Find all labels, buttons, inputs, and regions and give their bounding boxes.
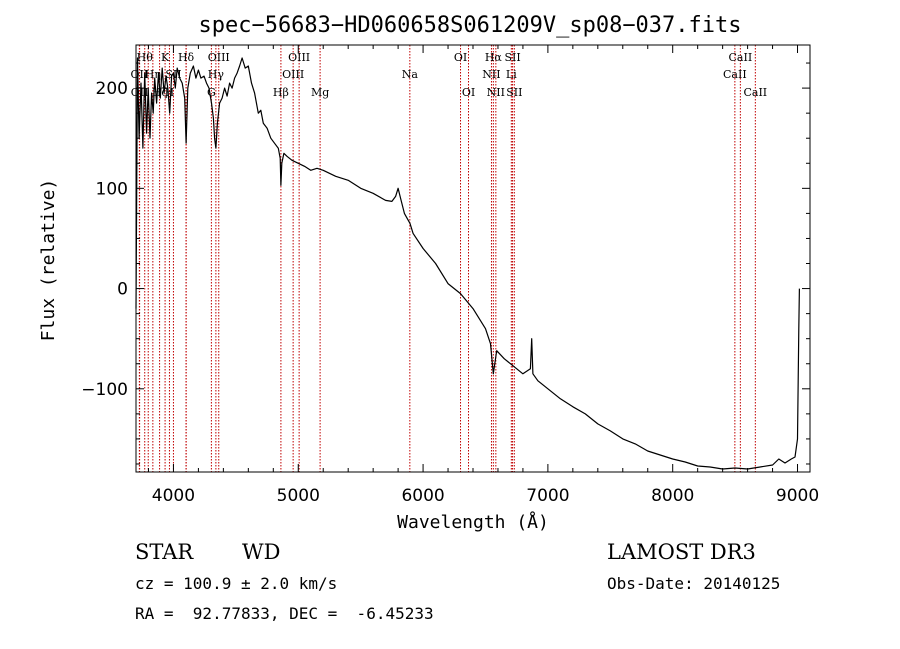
reference-line-label: CaII [743,86,767,99]
spectrum-line [135,57,800,470]
y-tick-label: −100 [81,380,128,400]
reference-line-label: Na [402,68,419,81]
y-axis-label: Flux (relative) [38,179,59,342]
chart-title: spec−56683−HD060658S061209V_sp08−037.fit… [198,13,741,38]
object-subclass: WD [242,540,281,564]
reference-line-label: NII [482,68,500,81]
reference-line-label: Hη [145,68,161,81]
object-class: STAR [135,540,194,564]
reference-line-label: Hθ [137,51,154,64]
obs-date: Obs-Date: 20140125 [607,574,781,593]
y-axis-ticks: −100 0 100 200 [81,62,810,465]
x-tick-label: 8000 [651,486,694,506]
y-tick-label: 100 [96,179,128,199]
reference-line-label: OIII [208,51,230,64]
reference-line-label: CaII [729,51,753,64]
reference-line-label: OIII [282,68,304,81]
reference-lines [138,45,756,472]
reference-line-label: H [165,86,175,99]
data-series [135,57,800,470]
reference-line-label: CaII [723,68,747,81]
x-tick-label: 4000 [152,486,195,506]
redshift-value: cz = 100.9 ± 2.0 km/s [135,574,338,593]
plot-frame [135,44,811,473]
x-axis-ticks: 4000 5000 6000 7000 8000 9000 [147,45,819,506]
reference-line-label: SII [504,51,520,64]
y-tick-label: 0 [117,280,128,300]
reference-line-label: SII [506,86,522,99]
reference-line-label: G [207,86,216,99]
reference-line-label: OI [454,51,467,64]
coordinates: RA = 92.77833, DEC = -6.45233 [135,604,434,623]
reference-line-label: OII [131,68,149,81]
reference-line-label: Hα [485,51,503,64]
y-tick-label: 200 [96,79,128,99]
reference-line-label: NII [487,86,505,99]
reference-line-label: Hγ [208,68,225,81]
x-tick-label: 9000 [776,486,819,506]
reference-line-label: Mg [311,86,329,99]
reference-line-label: K [161,51,170,64]
reference-line-label: OIII [288,51,310,64]
x-tick-label: 6000 [401,486,444,506]
reference-line-label: Hβ [273,86,289,99]
reference-line-label: OI [462,86,475,99]
x-axis-label: Wavelength (Å) [397,511,549,533]
reference-line-label: Li [506,68,517,81]
x-tick-label: 5000 [277,486,320,506]
survey-name: LAMOST DR3 [607,540,756,564]
reference-line-label: Hδ [178,51,195,64]
x-tick-label: 7000 [526,486,569,506]
